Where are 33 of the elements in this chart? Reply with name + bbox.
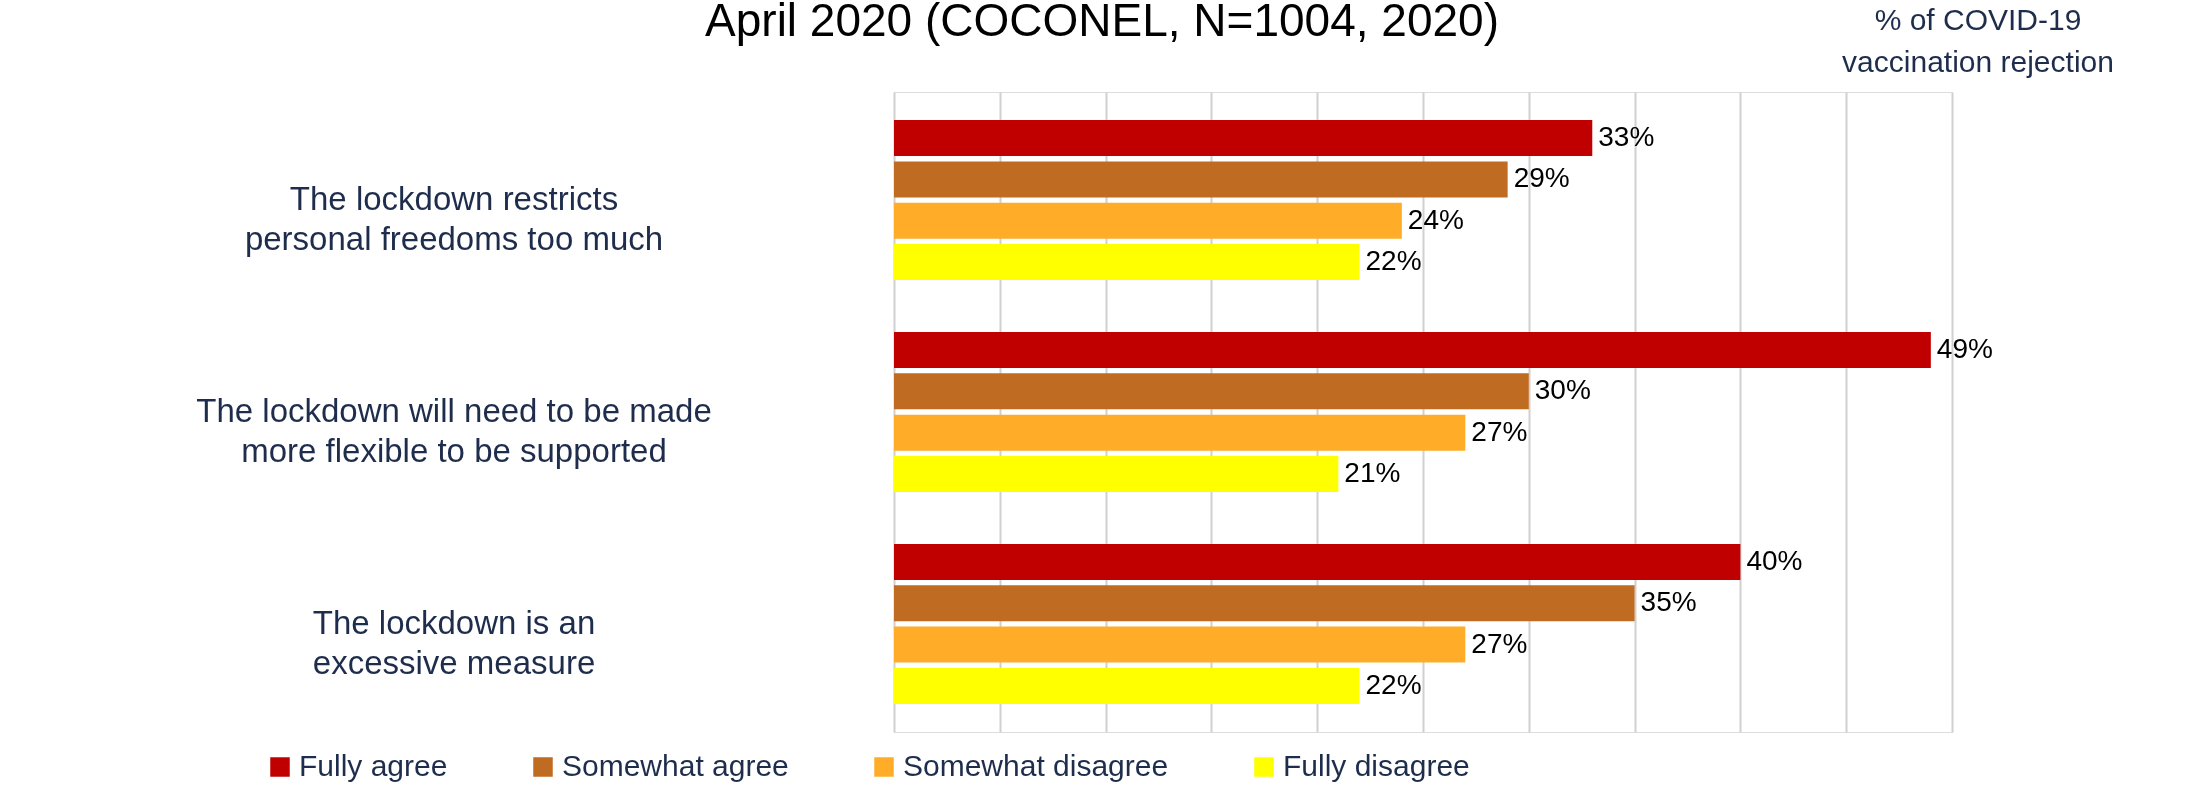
bar xyxy=(894,667,1360,704)
data-label: 27% xyxy=(1471,415,1528,447)
bar xyxy=(894,120,1593,157)
bar xyxy=(894,244,1360,281)
data-label: 40% xyxy=(1746,544,1803,576)
data-label: 49% xyxy=(1936,333,1993,365)
bar xyxy=(894,455,1339,492)
legend-label: Fully agree xyxy=(299,749,448,782)
bar xyxy=(894,202,1402,239)
legend-label: Somewhat disagree xyxy=(903,749,1169,782)
data-label: 22% xyxy=(1365,668,1422,700)
bar xyxy=(894,585,1635,622)
y-tick-label: The lockdown will need to be made more flexible to be supported xyxy=(196,392,712,469)
chart-title: April 2020 (COCONEL, N=1004, 2020) xyxy=(705,0,1499,46)
bar xyxy=(894,161,1508,198)
bar xyxy=(894,332,1931,369)
data-label: 29% xyxy=(1513,162,1570,194)
data-label: 22% xyxy=(1365,245,1422,277)
data-label: 30% xyxy=(1534,374,1591,406)
y-tick-label: The lockdown restricts personal freedoms too much xyxy=(244,180,664,258)
data-label: 33% xyxy=(1598,121,1655,153)
y-tick-label: The lockdown is an excessive measure xyxy=(312,603,596,681)
bar xyxy=(894,414,1466,451)
text: % of COVID-19 vaccination rejection xyxy=(1842,3,2114,78)
data-label: 24% xyxy=(1407,203,1464,235)
bar xyxy=(894,373,1529,410)
bar xyxy=(894,543,1741,580)
data-label: 21% xyxy=(1344,456,1401,488)
data-label: 27% xyxy=(1471,627,1528,659)
legend-label: Fully disagree xyxy=(1283,749,1470,782)
legend-label: Somewhat agree xyxy=(562,749,789,782)
bar xyxy=(894,626,1466,663)
data-label: 35% xyxy=(1640,586,1697,618)
